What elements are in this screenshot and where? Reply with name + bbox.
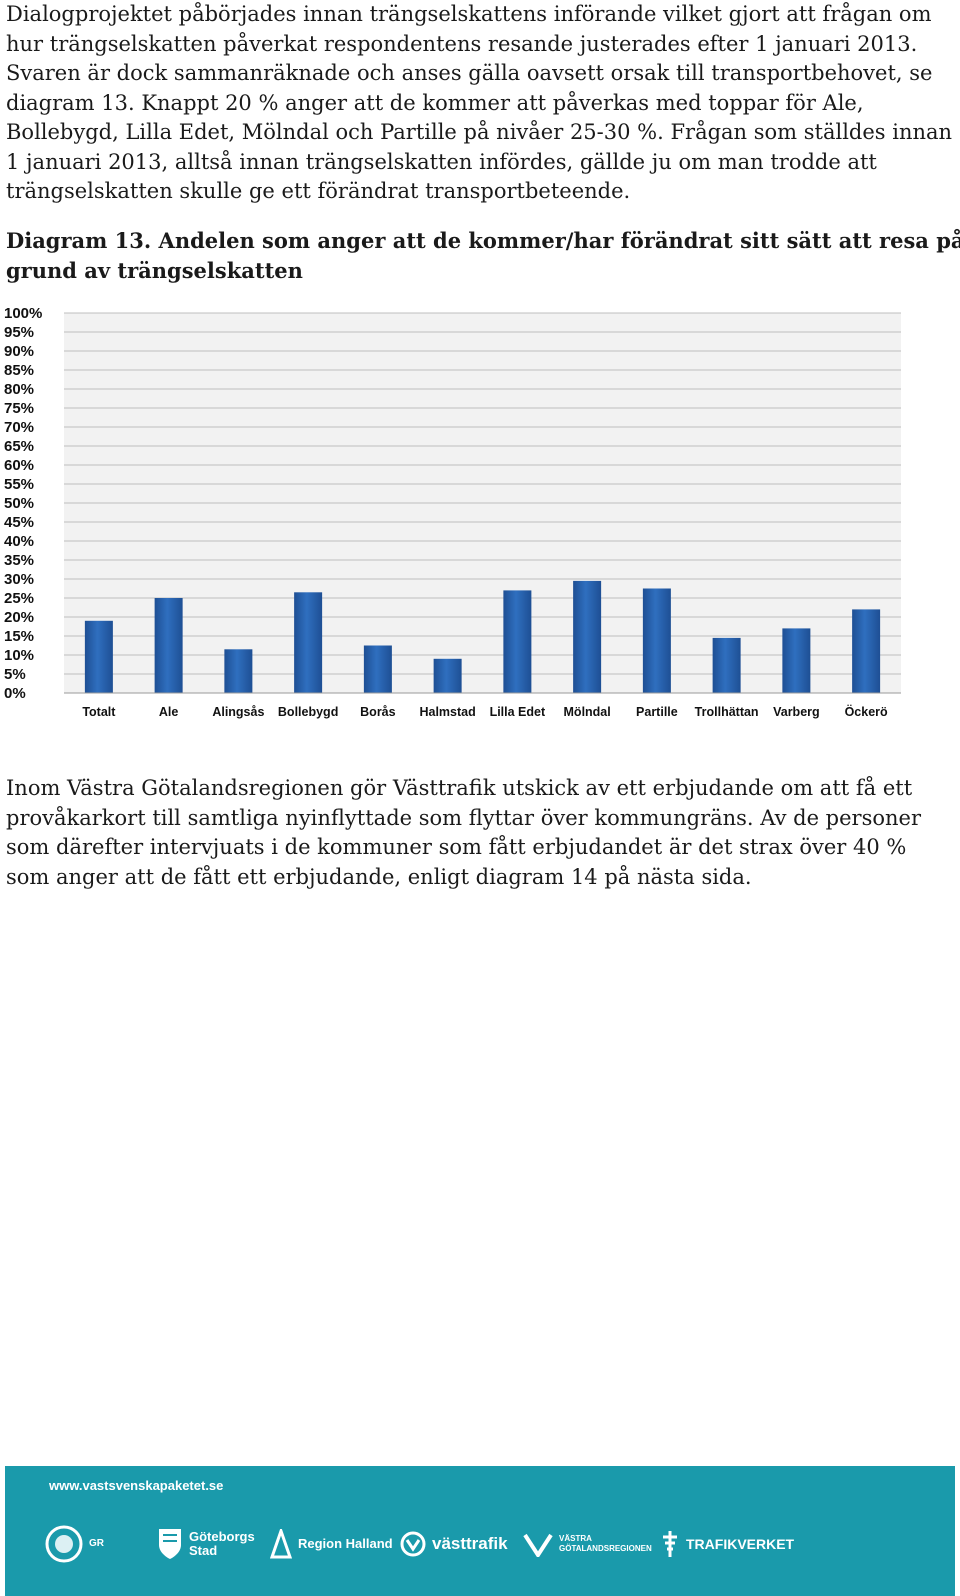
logo-text-line: Stad	[189, 1543, 218, 1558]
y-tick-label: 55%	[4, 476, 34, 493]
x-tick-label: Halmstad	[419, 705, 475, 719]
trafikverket-logo-text: TRAFIKVERKET	[686, 1536, 795, 1552]
text-line: som därefter intervjuats i de kommuner s…	[6, 835, 907, 859]
y-tick-label: 30%	[4, 571, 34, 588]
gr-logo: GR	[45, 1524, 104, 1564]
y-tick-label: 20%	[4, 609, 34, 626]
text-line: trängselskatten skulle ge ett förändrat …	[6, 179, 631, 203]
bar	[433, 658, 462, 693]
x-tick-label: Partille	[636, 705, 678, 719]
y-tick-label: 25%	[4, 590, 34, 607]
x-tick-label: Ale	[159, 705, 179, 719]
text-line: Dialogprojektet påbörjades innan trängse…	[6, 2, 932, 26]
footer-url[interactable]: www.vastsvenskapaketet.se	[49, 1478, 224, 1493]
text-line: 1 januari 2013, alltså innan trängselska…	[6, 149, 877, 174]
y-tick-label: 95%	[4, 324, 34, 341]
bar	[294, 592, 323, 693]
x-tick-label: Alingsås	[212, 705, 264, 719]
y-tick-label: 50%	[4, 495, 34, 512]
y-tick-label: 70%	[4, 419, 34, 436]
gr-logo-text: GR	[89, 1538, 104, 1549]
halland-logo-text: Region Halland	[298, 1536, 393, 1551]
bar	[642, 588, 671, 693]
logo-text-line: GÖTALANDSREGIONEN	[559, 1544, 652, 1553]
vasttrafik-logo: västtrafik	[400, 1524, 508, 1564]
bar	[573, 580, 602, 693]
bar	[782, 628, 811, 693]
y-tick-label: 45%	[4, 514, 34, 531]
y-tick-label: 85%	[4, 362, 34, 379]
trafikverket-logo-icon	[663, 1531, 677, 1557]
goteborg-logo-text: Göteborgs Stad	[189, 1530, 255, 1558]
bar	[84, 620, 113, 693]
x-tick-label: Trollhättan	[695, 705, 759, 719]
y-tick-label: 40%	[4, 533, 34, 550]
intro-paragraph: Dialogprojektet påbörjades innan trängse…	[6, 0, 952, 207]
y-tick-label: 35%	[4, 552, 34, 569]
halland-logo: Region Halland	[270, 1524, 393, 1564]
text-line: som anger att de fått ett erbjudande, en…	[6, 864, 752, 889]
y-tick-label: 5%	[4, 666, 26, 683]
gr-circle-logo-icon	[45, 1525, 83, 1563]
y-tick-label: 60%	[4, 457, 34, 474]
y-tick-label: 0%	[4, 685, 26, 702]
caption-line: grund av trängselskatten	[6, 257, 303, 283]
y-tick-label: 15%	[4, 628, 34, 645]
x-tick-label: Mölndal	[564, 705, 611, 719]
x-tick-label: Borås	[360, 705, 395, 719]
y-tick-label: 100%	[4, 305, 42, 322]
goteborg-crest-logo-icon	[159, 1529, 181, 1559]
trafikverket-logo: TRAFIKVERKET	[660, 1524, 794, 1564]
x-tick-label: Totalt	[82, 705, 116, 719]
x-tick-label: Varberg	[773, 705, 820, 719]
bar	[503, 590, 532, 693]
chart-caption: Diagram 13. Andelen som anger att de kom…	[6, 226, 960, 285]
text-line: Inom Västra Götalandsregionen gör Västtr…	[6, 776, 913, 800]
logo-text-line: Göteborgs	[189, 1529, 255, 1544]
vgr-logo-text: VÄSTRA GÖTALANDSREGIONEN	[559, 1534, 652, 1554]
logo-text-line: VÄSTRA	[559, 1534, 592, 1543]
bar	[852, 609, 881, 693]
vasttrafik-logo-icon	[400, 1531, 426, 1557]
halland-logo-icon	[270, 1529, 292, 1559]
vgr-logo-icon	[523, 1533, 553, 1557]
footer-banner: www.vastsvenskapaketet.se GR Göteborgs S…	[5, 1466, 955, 1596]
bar	[363, 645, 392, 693]
y-tick-label: 80%	[4, 381, 34, 398]
x-tick-label: Bollebygd	[278, 705, 338, 719]
text-line: provåkarkort till samtliga nyinflyttade …	[6, 805, 921, 830]
bar-chart: 0% 5% 10% 15% 20% 25% 30% 35% 40% 45% 50% 55% 60% 65%…	[4, 305, 901, 719]
y-tick-label: 90%	[4, 343, 34, 360]
text-line: Bollebygd, Lilla Edet, Mölndal och Parti…	[6, 120, 953, 144]
y-tick-label: 75%	[4, 400, 34, 417]
text-line: hur trängselskatten påverkat respondente…	[6, 31, 918, 56]
text-line: diagram 13. Knappt 20 % anger att de kom…	[6, 90, 864, 115]
vgr-logo: VÄSTRA GÖTALANDSREGIONEN	[523, 1524, 652, 1564]
x-tick-label: Öckerö	[845, 704, 888, 719]
bar	[154, 598, 183, 693]
vasttrafik-logo-text: västtrafik	[432, 1534, 508, 1553]
y-tick-label: 10%	[4, 647, 34, 664]
bar	[224, 649, 253, 693]
x-tick-label: Lilla Edet	[490, 705, 546, 719]
caption-line: Diagram 13. Andelen som anger att de kom…	[6, 228, 960, 253]
following-paragraph: Inom Västra Götalandsregionen gör Västtr…	[6, 774, 952, 892]
y-tick-label: 65%	[4, 438, 34, 455]
text-line: Svaren är dock sammanräknade och anses g…	[6, 61, 933, 85]
bar	[712, 637, 741, 693]
goteborg-logo: Göteborgs Stad	[157, 1524, 255, 1564]
